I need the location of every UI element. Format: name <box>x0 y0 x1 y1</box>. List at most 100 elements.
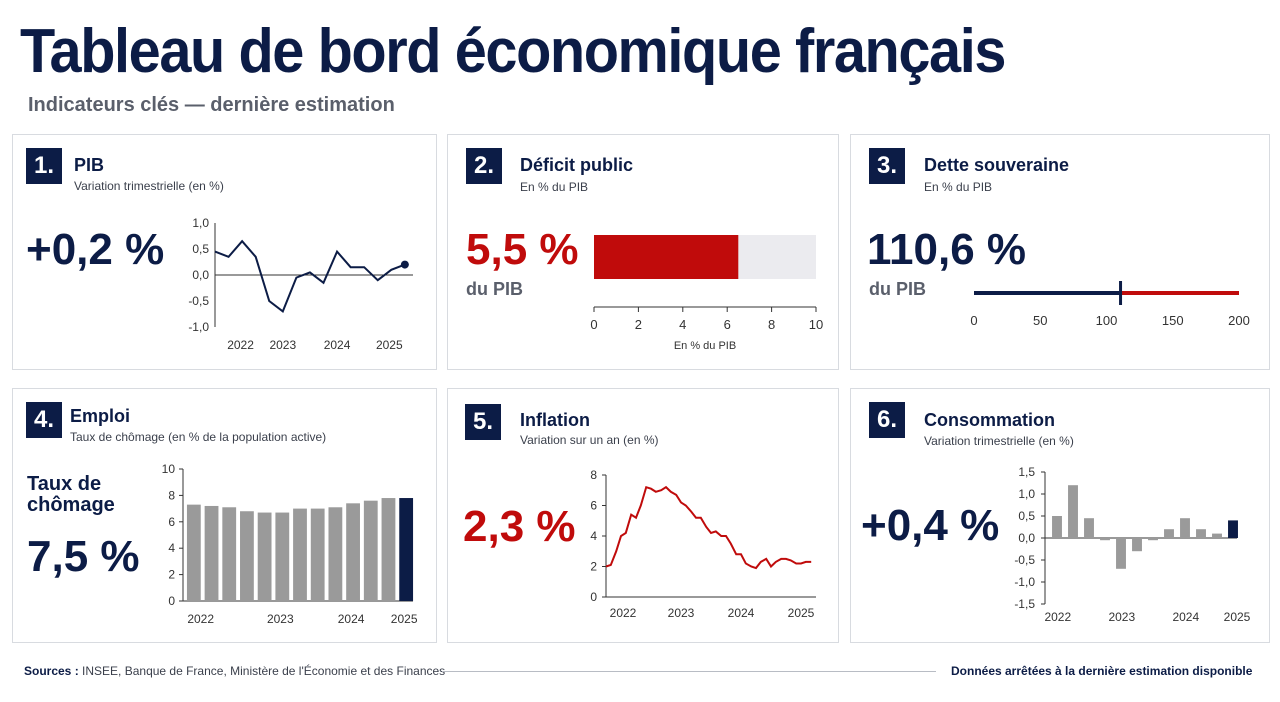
emploi-bar <box>257 512 272 601</box>
deficit-bar-chart: 0 2 4 6 8 10 En % du PIB <box>590 235 823 352</box>
y-tick-label: 8 <box>168 488 175 502</box>
pib-value: +0,2 % <box>26 225 165 274</box>
x-tick-label: 2023 <box>668 606 695 620</box>
x-tick-label: 2024 <box>324 338 351 352</box>
y-tick-label: 0,0 <box>192 268 209 282</box>
y-tick-label: 8 <box>590 468 597 482</box>
x-tick-label: 2024 <box>1172 610 1199 624</box>
conso-bar <box>1164 529 1174 538</box>
y-tick-label: 4 <box>168 541 175 555</box>
conso-bar <box>1132 538 1142 552</box>
pib-series-line <box>214 239 406 313</box>
emploi-bar <box>204 505 219 601</box>
emploi-bar <box>363 500 378 601</box>
y-tick-label: 0 <box>168 594 175 608</box>
footer-divider <box>442 671 936 672</box>
conso-bar <box>1100 538 1110 541</box>
conso-bar <box>1052 516 1062 538</box>
y-tick-label: -1,0 <box>1014 575 1035 589</box>
x-tick-label: 2025 <box>788 606 815 620</box>
x-tick-label: 2024 <box>338 612 365 626</box>
x-tick-label: 2024 <box>728 606 755 620</box>
y-tick-label: 1,5 <box>1018 465 1035 479</box>
y-tick-label: -0,5 <box>188 294 209 308</box>
panel-number: 6. <box>869 402 905 438</box>
x-tick-label: 2023 <box>269 338 296 352</box>
pib-line-chart: 1,0 0,5 0,0 -0,5 -1,0 2022 2023 2024 2025 <box>188 216 413 352</box>
panel-title: Emploi <box>70 406 131 426</box>
emploi-bar <box>240 511 254 601</box>
x-tick-label: 2022 <box>610 606 637 620</box>
dette-gauge-chart: 0 50 100 150 200 <box>970 281 1250 328</box>
page-title: Tableau de bord économique français <box>20 17 1006 86</box>
sources-text: INSEE, Banque de France, Ministère de l'… <box>82 664 446 678</box>
panel-dette: 3. Dette souveraine En % du PIB 110,6 % … <box>850 134 1270 370</box>
emploi-bar <box>310 508 325 601</box>
conso-bar <box>1228 520 1238 538</box>
x-axis-label: En % du PIB <box>674 340 736 352</box>
x-tick-label: 2025 <box>1224 610 1251 624</box>
emploi-bar <box>222 507 237 601</box>
x-tick-label: 6 <box>724 317 731 332</box>
deficit-value: 5,5 % <box>466 225 579 274</box>
emploi-label: Taux de chômage <box>27 473 115 516</box>
panel-deficit: 2. Déficit public En % du PIB 5,5 % du P… <box>447 134 839 370</box>
panel-number: 5. <box>465 404 501 440</box>
emploi-bar <box>399 498 414 601</box>
page-subtitle: Indicateurs clés — dernière estimation <box>28 94 395 116</box>
y-tick-label: 0,5 <box>192 242 209 256</box>
y-tick-label: 0,5 <box>1018 509 1035 523</box>
y-tick-label: 2 <box>168 568 175 582</box>
panel-subtitle: Variation trimestrielle (en %) <box>924 434 1074 448</box>
x-tick-label: 2022 <box>227 338 254 352</box>
emploi-bar <box>328 507 343 601</box>
panel-number: 3. <box>869 148 905 184</box>
x-tick-label: 10 <box>809 317 823 332</box>
y-tick-label: 2 <box>590 560 597 574</box>
y-tick-label: 0 <box>590 590 597 604</box>
conso-bar <box>1068 485 1078 538</box>
inflation-series-line <box>605 485 812 570</box>
panel-subtitle: En % du PIB <box>520 180 589 194</box>
x-tick-label: 2023 <box>1108 610 1135 624</box>
panel-subtitle: Variation sur un an (en %) <box>520 433 659 447</box>
panel-pib: 1. PIB Variation trimestrielle (en %) +0… <box>12 134 437 370</box>
emploi-bar-chart: 0 2 4 6 8 10 2022 2023 2024 2025 <box>162 462 418 626</box>
panel-subtitle: Taux de chômage (en % de la population a… <box>70 430 327 444</box>
emploi-bar <box>275 512 290 601</box>
x-tick-label: 50 <box>1033 313 1047 328</box>
y-tick-label: -1,0 <box>188 320 209 334</box>
panel-emploi: 4. Emploi Taux de chômage (en % de la po… <box>12 388 437 643</box>
y-tick-label: 10 <box>162 462 176 476</box>
y-tick-label: 1,0 <box>192 216 209 230</box>
conso-bar <box>1084 518 1094 538</box>
x-tick-label: 100 <box>1096 313 1118 328</box>
x-tick-label: 8 <box>768 317 775 332</box>
conso-value: +0,4 % <box>861 501 1000 550</box>
emploi-bar <box>186 504 201 601</box>
conso-bar <box>1148 538 1158 541</box>
panel-subtitle: Variation trimestrielle (en %) <box>74 179 224 193</box>
panel-subtitle: En % du PIB <box>924 180 993 194</box>
footer-note: Données arrêtées à la dernière estimatio… <box>951 664 1253 678</box>
panel-conso: 6. Consommation Variation trimestrielle … <box>850 388 1270 643</box>
sources-label: Sources : <box>24 664 79 678</box>
conso-bar <box>1212 533 1222 538</box>
y-tick-label: -0,5 <box>1014 553 1035 567</box>
panel-title: Dette souveraine <box>924 155 1070 175</box>
footer-sources: Sources : INSEE, Banque de France, Minis… <box>24 664 445 678</box>
inflation-value: 2,3 % <box>463 502 576 551</box>
emploi-bar <box>381 498 396 601</box>
panel-title: Déficit public <box>520 155 634 175</box>
deficit-bar <box>594 235 739 279</box>
panel-number: 2. <box>466 148 502 184</box>
panel-title: Consommation <box>924 410 1056 430</box>
x-tick-label: 4 <box>679 317 686 332</box>
x-tick-label: 200 <box>1228 313 1250 328</box>
x-tick-label: 2025 <box>376 338 403 352</box>
conso-bar <box>1116 538 1126 569</box>
y-tick-label: 1,0 <box>1018 487 1035 501</box>
conso-bar <box>1180 518 1190 538</box>
x-tick-label: 2022 <box>1044 610 1071 624</box>
y-tick-label: -1,5 <box>1014 597 1035 611</box>
